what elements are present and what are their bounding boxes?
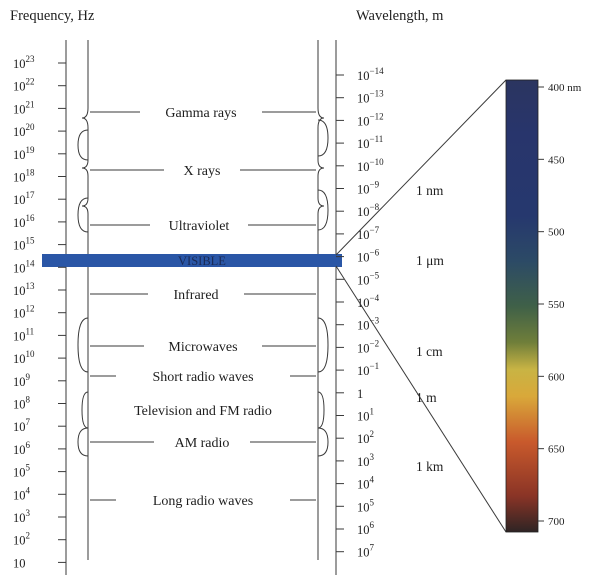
wavelength-tick-label: 1 bbox=[357, 387, 363, 401]
band-connectors bbox=[90, 111, 316, 501]
bracket-right-am bbox=[317, 427, 329, 457]
unit-marker-cm: 1 cm bbox=[416, 344, 443, 359]
frequency-tick-label: 1016 bbox=[13, 213, 35, 230]
frequency-tick-label: 1019 bbox=[13, 145, 35, 162]
bracket-left-tv bbox=[81, 391, 89, 429]
wavelength-tick-label: 102 bbox=[357, 429, 374, 446]
right-inner-line bbox=[317, 40, 325, 560]
projection-line-bottom bbox=[335, 265, 507, 533]
frequency-tick-label: 1018 bbox=[13, 168, 35, 185]
band-label-microwaves: Microwaves bbox=[168, 340, 237, 355]
wavelength-tick-label: 10−9 bbox=[357, 180, 380, 197]
wavelength-tick-label: 106 bbox=[357, 520, 375, 537]
unit-marker-um: 1 μm bbox=[416, 253, 444, 268]
spectrum-tick-label: 600 bbox=[548, 371, 565, 383]
frequency-tick-label: 108 bbox=[13, 395, 31, 412]
frequency-tick-label: 1011 bbox=[13, 326, 34, 343]
wavelength-tick-label: 10−10 bbox=[357, 157, 384, 174]
spectrum-tick-label: 400 nm bbox=[548, 82, 582, 94]
bracket-left-gamma bbox=[77, 129, 89, 161]
frequency-tick-label: 10 bbox=[13, 556, 26, 570]
frequency-header: Frequency, Hz bbox=[10, 8, 95, 24]
wavelength-tick-label: 107 bbox=[357, 543, 375, 560]
frequency-tick-label: 105 bbox=[13, 463, 31, 480]
wavelength-tick-label: 10−11 bbox=[357, 134, 383, 151]
wavelength-tick-label: 10−14 bbox=[357, 66, 384, 83]
wavelength-tick-label: 103 bbox=[357, 452, 375, 469]
band-label-long-radio: Long radio waves bbox=[153, 494, 253, 509]
frequency-tick-label: 1023 bbox=[13, 54, 35, 71]
bracket-right-micro bbox=[317, 317, 329, 373]
wavelength-tick-label: 10−13 bbox=[357, 89, 384, 106]
unit-marker-nm: 1 nm bbox=[416, 183, 444, 198]
frequency-tick-label: 1020 bbox=[13, 122, 35, 139]
band-label-xray: X rays bbox=[184, 164, 221, 179]
spectrum-tick-label: 500 bbox=[548, 227, 565, 239]
wavelength-tick-label: 10−12 bbox=[357, 111, 384, 128]
left-inner-line bbox=[81, 40, 89, 560]
band-label-am-radio: AM radio bbox=[175, 436, 230, 451]
band-label-tv-fm: Television and FM radio bbox=[134, 404, 272, 419]
band-label-infrared: Infrared bbox=[173, 288, 218, 303]
band-label-short-radio: Short radio waves bbox=[152, 370, 253, 385]
unit-marker-m: 1 m bbox=[416, 390, 437, 405]
bracket-right-xray bbox=[317, 119, 329, 157]
bracket-right-tv bbox=[317, 391, 325, 429]
frequency-tick-label: 1021 bbox=[13, 99, 35, 116]
band-label-gamma: Gamma rays bbox=[165, 106, 236, 121]
frequency-tick-label: 1010 bbox=[13, 349, 35, 366]
frequency-tick-label: 104 bbox=[13, 485, 31, 502]
wavelength-tick-label: 10−8 bbox=[357, 202, 380, 219]
frequency-ticks: 1023 1022 1021 1020 1019 1018 1017 1016 1015 1014… bbox=[13, 54, 66, 570]
visible-spectrum-bar bbox=[505, 79, 539, 533]
unit-marker-km: 1 km bbox=[416, 459, 444, 474]
wavelength-ticks: 10−1410−1310−1210−1110−1010−910−810−710−… bbox=[336, 66, 384, 560]
frequency-tick-label: 1014 bbox=[13, 258, 35, 275]
wavelength-tick-label: 10−1 bbox=[357, 361, 379, 378]
band-label-visible: VISIBLE bbox=[178, 254, 226, 268]
wavelength-tick-label: 10−7 bbox=[357, 225, 380, 242]
wavelength-tick-label: 10−2 bbox=[357, 338, 379, 355]
visible-band-bar bbox=[42, 254, 342, 267]
frequency-tick-label: 102 bbox=[13, 531, 30, 548]
spectrum-tick-label: 450 bbox=[548, 154, 565, 166]
wavelength-header: Wavelength, m bbox=[356, 8, 444, 24]
bracket-left-micro bbox=[77, 317, 89, 373]
wavelength-tick-label: 10−5 bbox=[357, 270, 380, 287]
visible-spectrum-ticks: 400 nm 450 500 550 600 650 700 bbox=[538, 82, 582, 528]
frequency-tick-label: 1017 bbox=[13, 190, 35, 207]
wavelength-tick-label: 101 bbox=[357, 407, 374, 424]
wavelength-tick-label: 10−4 bbox=[357, 293, 380, 310]
frequency-tick-label: 1013 bbox=[13, 281, 35, 298]
spectrum-tick-label: 700 bbox=[548, 516, 565, 528]
wavelength-tick-label: 10−3 bbox=[357, 316, 380, 333]
bracket-left-am bbox=[77, 427, 89, 457]
frequency-tick-label: 1022 bbox=[13, 77, 35, 94]
frequency-tick-label: 109 bbox=[13, 372, 31, 389]
spectrum-tick-label: 550 bbox=[548, 299, 565, 311]
bracket-right-uv bbox=[317, 189, 329, 231]
wavelength-tick-label: 105 bbox=[357, 497, 375, 514]
spectrum-tick-label: 650 bbox=[548, 444, 565, 456]
frequency-tick-label: 1015 bbox=[13, 236, 35, 253]
wavelength-tick-label: 10−6 bbox=[357, 248, 380, 265]
wavelength-tick-label: 104 bbox=[357, 475, 375, 492]
band-label-ultraviolet: Ultraviolet bbox=[169, 219, 230, 234]
frequency-tick-label: 103 bbox=[13, 508, 31, 525]
frequency-tick-label: 107 bbox=[13, 417, 31, 434]
projection-line-top bbox=[335, 79, 507, 256]
frequency-tick-label: 106 bbox=[13, 440, 31, 457]
bracket-left-uv bbox=[77, 197, 89, 233]
frequency-tick-label: 1012 bbox=[13, 304, 35, 321]
